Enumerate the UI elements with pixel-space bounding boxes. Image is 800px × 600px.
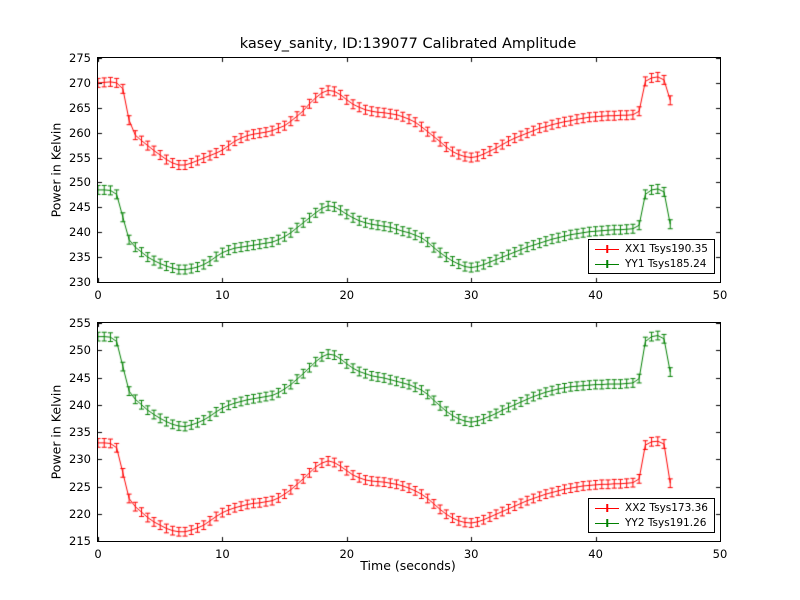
y-tick-label: 215 — [69, 534, 91, 548]
x-tick-label: 30 — [463, 288, 479, 302]
y-tick-label: 250 — [69, 343, 91, 358]
legend-entry-yy2: YY2 Tsys191.26 — [595, 517, 708, 529]
y-tick-label: 270 — [69, 75, 91, 90]
legend-label-xx1: XX1 Tsys190.35 — [625, 243, 708, 255]
x-tick-label: 50 — [712, 547, 728, 561]
x-tick-label: 40 — [588, 547, 603, 561]
legend-top: XX1 Tsys190.35 YY1 Tsys185.24 — [588, 239, 715, 274]
x-tick-label: 30 — [463, 547, 479, 561]
x-tick-label: 0 — [94, 288, 102, 302]
y-tick-label: 245 — [69, 200, 91, 215]
legend-entry-yy1: YY1 Tsys185.24 — [595, 258, 708, 270]
x-axis-label: Time (seconds) — [360, 558, 456, 573]
legend-label-yy1: YY1 Tsys185.24 — [625, 258, 707, 270]
y-tick-label: 220 — [69, 506, 91, 521]
legend-entry-xx2: XX2 Tsys173.36 — [595, 502, 708, 514]
legend-line-xx2 — [595, 504, 620, 512]
y-tick-label: 225 — [69, 479, 91, 494]
y-tick-label: 275 — [69, 51, 91, 65]
legend-line-xx1 — [595, 245, 620, 253]
x-tick-label: 0 — [94, 547, 102, 561]
y-tick-label: 260 — [69, 125, 91, 140]
legend-line-yy2 — [595, 519, 620, 527]
errorbar-cap-icon — [606, 245, 608, 253]
legend-line-yy1 — [595, 260, 620, 268]
y-tick-label: 255 — [69, 150, 91, 165]
legend-label-yy2: YY2 Tsys191.26 — [625, 517, 707, 529]
x-tick-label: 10 — [215, 547, 230, 561]
y-tick-label: 255 — [69, 316, 91, 330]
y-axis-label-bottom: Power in Kelvin — [48, 384, 64, 480]
x-tick-label: 10 — [215, 288, 230, 302]
y-tick-label: 250 — [69, 175, 91, 190]
y-tick-label: 235 — [69, 425, 91, 439]
legend-label-xx2: XX2 Tsys173.36 — [625, 502, 708, 514]
x-tick-label: 20 — [339, 547, 355, 561]
y-axis-label-top: Power in Kelvin — [48, 122, 64, 218]
errorbar-cap-icon — [606, 519, 608, 527]
subplot-top: Power in Kelvin XX1 Tsys190.35 YY1 Tsys1… — [49, 51, 728, 302]
x-tick-label: 40 — [588, 288, 603, 302]
y-tick-label: 240 — [69, 397, 91, 412]
y-tick-label: 265 — [69, 100, 91, 115]
y-tick-label: 230 — [69, 275, 91, 289]
errorbar-cap-icon — [606, 260, 608, 268]
y-tick-label: 235 — [69, 250, 91, 265]
y-tick-label: 245 — [69, 370, 91, 385]
x-tick-label: 20 — [339, 288, 355, 302]
legend-bottom: XX2 Tsys173.36 YY2 Tsys191.26 — [588, 498, 715, 533]
y-tick-label: 240 — [69, 225, 91, 240]
y-tick-label: 230 — [69, 452, 91, 467]
legend-entry-xx1: XX1 Tsys190.35 — [595, 243, 708, 255]
errorbar-cap-icon — [606, 504, 608, 512]
subplot-bottom: Power in Kelvin XX2 Tsys173.36 YY2 Tsys1… — [49, 316, 728, 561]
figure-title: kasey_sanity, ID:139077 Calibrated Ampli… — [239, 36, 577, 52]
x-tick-label: 50 — [712, 288, 728, 302]
